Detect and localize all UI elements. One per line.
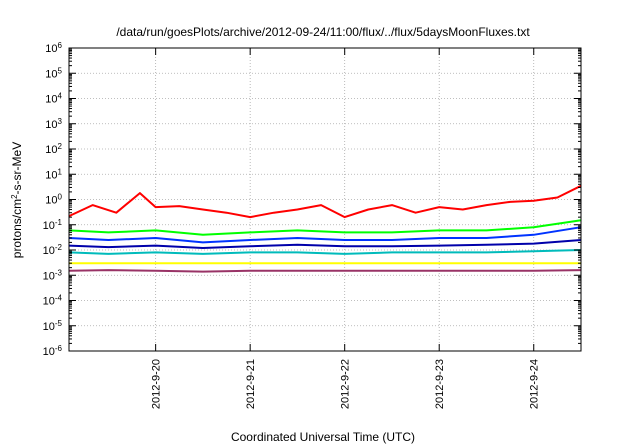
y-tick-label-exponent: -1 [55, 217, 63, 226]
y-tick-label: 105 [45, 66, 62, 81]
y-tick-label-exponent: 2 [58, 142, 63, 151]
y-axis-label-suffix: -s-sr-MeV [10, 142, 24, 195]
y-axis-label-prefix: protons/cm [10, 199, 24, 258]
y-tick-label-exponent: 3 [58, 116, 63, 125]
y-tick-label-base: 10 [45, 94, 57, 106]
x-tick-label: 2012-9-23 [434, 359, 446, 409]
y-axis-label-sup: 2 [10, 194, 19, 199]
series-line-7 [68, 269, 582, 273]
y-tick-label-base: 10 [45, 195, 57, 207]
x-ticks: 2012-9-20 2012-9-21 2012-9-22 2012-9-23 2012… [151, 48, 541, 409]
y-tick-label: 106 [45, 41, 62, 56]
series-line-1 [68, 184, 582, 219]
y-tick-label-base: 10 [43, 346, 55, 358]
y-tick-label-base: 10 [45, 169, 57, 181]
y-tick-label-exponent: -4 [55, 293, 63, 302]
series-line-5 [68, 249, 582, 255]
x-tick-label: 2012-9-21 [245, 359, 257, 409]
y-tick-label-exponent: 5 [58, 66, 63, 75]
y-tick-label-base: 10 [45, 43, 57, 55]
y-tick-label-exponent: -2 [55, 243, 63, 252]
y-tick-label: 10-5 [43, 318, 63, 333]
y-tick-label-base: 10 [43, 220, 55, 232]
y-tick-label-exponent: -6 [55, 344, 63, 353]
y-tick-label-exponent: -5 [55, 318, 63, 327]
x-tick-label: 2012-9-22 [340, 359, 352, 409]
y-axis-label: protons/cm2-s-sr-MeV [10, 142, 25, 258]
y-tick-label: 103 [45, 116, 62, 131]
y-tick-label-base: 10 [43, 296, 55, 308]
y-tick-label: 10-2 [43, 243, 63, 258]
series-line-4 [68, 239, 582, 249]
y-tick-label-exponent: 1 [58, 167, 63, 176]
x-axis-label: Coordinated Universal Time (UTC) [231, 430, 415, 444]
series-line-2 [68, 219, 582, 236]
y-tick-label-base: 10 [45, 68, 57, 80]
y-tick-label: 101 [45, 167, 62, 182]
y-tick-label-base: 10 [43, 270, 55, 282]
y-tick-label-base: 10 [45, 119, 57, 131]
y-tick-label-exponent: 4 [58, 91, 63, 100]
y-tick-label-base: 10 [45, 144, 57, 156]
y-ticks: 10-610-510-410-310-210-11001011021031041… [43, 41, 581, 359]
x-tick-label: 2012-9-20 [151, 359, 163, 409]
y-tick-label: 10-4 [43, 293, 63, 308]
y-tick-label-base: 10 [43, 321, 55, 333]
y-tick-label: 10-6 [43, 344, 63, 359]
y-tick-label-base: 10 [43, 245, 55, 257]
y-tick-label: 104 [45, 91, 62, 106]
chart-title: /data/run/goesPlots/archive/2012-09-24/1… [116, 25, 530, 39]
x-tick-label: 2012-9-24 [529, 359, 541, 409]
y-tick-label: 10-3 [43, 268, 63, 283]
grid [69, 48, 581, 351]
series-line-3 [68, 226, 582, 244]
y-tick-label-exponent: 6 [58, 41, 63, 50]
y-tick-label: 10-1 [43, 217, 63, 232]
y-tick-label: 102 [45, 142, 62, 157]
y-tick-label: 100 [45, 192, 62, 207]
y-tick-label-exponent: -3 [55, 268, 63, 277]
y-tick-label-exponent: 0 [58, 192, 63, 201]
series-group [68, 184, 582, 273]
